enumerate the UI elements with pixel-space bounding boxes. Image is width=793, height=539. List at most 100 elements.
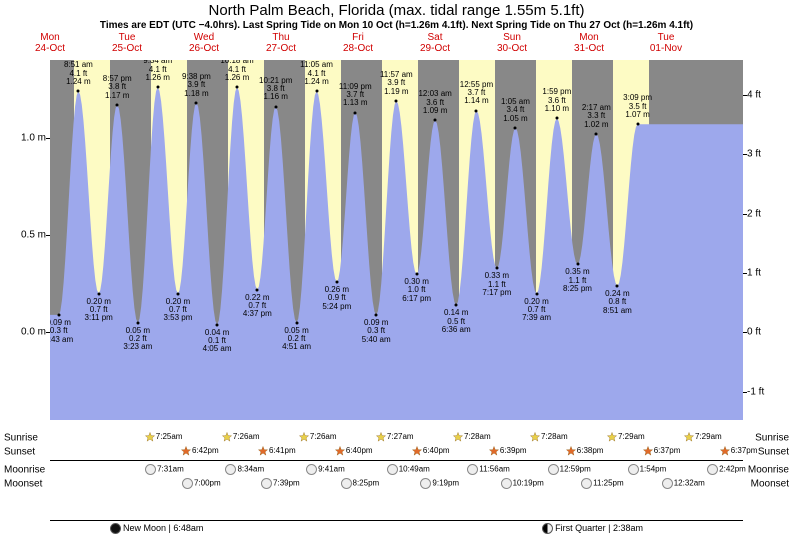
tide-label: 0.14 m0.5 ft6:36 am — [432, 309, 480, 334]
tide-point — [455, 304, 458, 307]
ytick-right: 3 ft — [747, 149, 761, 160]
tide-point — [636, 123, 639, 126]
moon-icon — [467, 464, 478, 475]
astro-event: 6:40pm — [335, 446, 373, 456]
moonrise-label-left: Moonrise — [4, 465, 45, 476]
tide-label: 0.05 m0.2 ft3:23 am — [114, 327, 162, 352]
astro-event: 7:31am — [145, 464, 184, 475]
moon-icon — [420, 478, 431, 489]
first-quarter-label: First Quarter | 2:38am — [542, 523, 643, 534]
tide-point — [216, 323, 219, 326]
tide-point — [315, 90, 318, 93]
chart-title: North Palm Beach, Florida (max. tidal ra… — [0, 2, 793, 19]
star-icon — [643, 446, 653, 456]
tide-point — [616, 284, 619, 287]
tide-point — [195, 101, 198, 104]
tide-point — [514, 127, 517, 130]
tide-label: 0.09 m0.3 ft5:40 am — [352, 319, 400, 344]
moon-icon — [261, 478, 272, 489]
star-icon — [684, 432, 694, 442]
star-icon — [181, 446, 191, 456]
astro-event: 6:39pm — [489, 446, 527, 456]
tide-label: 3:09 pm3.5 ft1.07 m — [614, 94, 662, 119]
tide-point — [335, 280, 338, 283]
tide-label: 0.22 m0.7 ft4:37 pm — [233, 294, 281, 319]
astro-event: 7:29am — [684, 432, 722, 442]
astro-event: 12:59pm — [548, 464, 591, 475]
star-icon — [607, 432, 617, 442]
moon-icon — [628, 464, 639, 475]
tick — [743, 214, 747, 215]
astro-event: 7:26am — [222, 432, 260, 442]
star-icon — [720, 446, 730, 456]
astro-event: 6:40pm — [412, 446, 450, 456]
tide-point — [595, 132, 598, 135]
plot-area: 0.09 m0.3 ft2:43 am8:51 am4.1 ft1.24 m0.… — [50, 60, 743, 420]
tide-point — [136, 321, 139, 324]
astro-event: 6:37pm — [643, 446, 681, 456]
astro-event: 10:19pm — [501, 478, 544, 489]
sunrise-label-left: Sunrise — [4, 433, 38, 444]
day-label: Sun30-Oct — [482, 32, 542, 54]
moon-icon — [387, 464, 398, 475]
astro-event: 7:28am — [530, 432, 568, 442]
star-icon — [453, 432, 463, 442]
ytick-left: 0.5 m — [21, 230, 46, 241]
tide-point — [395, 99, 398, 102]
astro-event: 10:49am — [387, 464, 430, 475]
star-icon — [489, 446, 499, 456]
ytick-right: 0 ft — [747, 327, 761, 338]
tide-point — [475, 109, 478, 112]
moon-icon — [182, 478, 193, 489]
day-label: Mon24-Oct — [20, 32, 80, 54]
moon-phase-footer: New Moon | 6:48am First Quarter | 2:38am — [50, 520, 743, 537]
divider — [50, 460, 743, 461]
star-icon — [299, 432, 309, 442]
day-label: Tue25-Oct — [97, 32, 157, 54]
tick — [743, 332, 747, 333]
sunset-label-left: Sunset — [4, 447, 35, 458]
tick — [743, 95, 747, 96]
tide-point — [116, 103, 119, 106]
tick — [743, 392, 747, 393]
tide-label: 0.20 m0.7 ft3:53 pm — [154, 298, 202, 323]
tide-point — [415, 273, 418, 276]
tide-label: 0.24 m0.8 ft8:51 am — [593, 290, 641, 315]
moon-icon — [581, 478, 592, 489]
first-quarter-icon — [542, 523, 553, 534]
moonset-label-right: Moonset — [751, 479, 789, 490]
tide-label: 0.26 m0.9 ft5:24 pm — [313, 286, 361, 311]
star-icon — [376, 432, 386, 442]
tide-point — [256, 288, 259, 291]
moon-icon — [548, 464, 559, 475]
tide-label: 0.09 m0.3 ft2:43 am — [50, 319, 83, 344]
ytick-right: -1 ft — [747, 386, 764, 397]
astro-event: 6:42pm — [181, 446, 219, 456]
star-icon — [335, 446, 345, 456]
tide-point — [535, 292, 538, 295]
y-axis-right-feet: -1 ft0 ft1 ft2 ft3 ft4 ft — [743, 60, 793, 420]
tide-label: 0.05 m0.2 ft4:51 am — [273, 327, 321, 352]
astro-event: 9:41am — [306, 464, 345, 475]
astro-event: 6:38pm — [566, 446, 604, 456]
moon-icon — [662, 478, 673, 489]
astro-event: 7:27am — [376, 432, 414, 442]
day-axis: Mon24-OctTue25-OctWed26-OctThu27-OctFri2… — [50, 32, 743, 60]
astro-event: 1:54pm — [628, 464, 667, 475]
tick — [743, 154, 747, 155]
tide-label: 0.33 m1.1 ft7:17 pm — [473, 272, 521, 297]
day-label: Mon31-Oct — [559, 32, 619, 54]
tide-point — [576, 263, 579, 266]
astro-event: 7:39pm — [261, 478, 300, 489]
sunset-label-right: Sunset — [758, 447, 789, 458]
astro-event: 7:26am — [299, 432, 337, 442]
new-moon-label: New Moon | 6:48am — [110, 523, 203, 534]
astro-event: 9:19pm — [420, 478, 459, 489]
star-icon — [145, 432, 155, 442]
ytick-right: 4 ft — [747, 90, 761, 101]
moonset-label-left: Moonset — [4, 479, 42, 490]
tide-point — [57, 313, 60, 316]
moonrise-label-right: Moonrise — [748, 465, 789, 476]
tide-chart: North Palm Beach, Florida (max. tidal ra… — [0, 0, 793, 539]
ytick-left: 0.0 m — [21, 327, 46, 338]
